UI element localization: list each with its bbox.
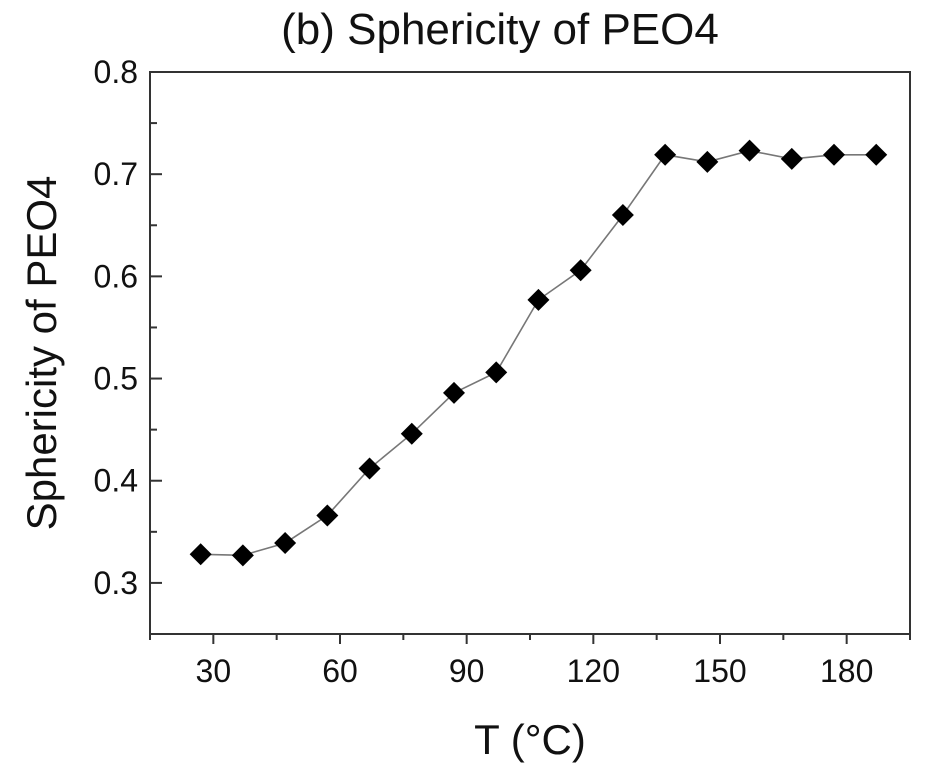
data-point — [823, 143, 845, 166]
data-point — [443, 381, 465, 404]
data-point — [611, 204, 634, 227]
y-axis: 0.3 0.4 0.5 0.6 0.7 0.8 — [94, 54, 162, 635]
data-point — [654, 143, 677, 166]
x-tick-label: 30 — [196, 653, 232, 689]
data-point — [569, 259, 592, 282]
data-point — [316, 504, 339, 527]
data-point — [485, 361, 508, 384]
data-point — [738, 139, 761, 162]
x-tick-label: 180 — [820, 653, 873, 689]
y-tick-label: 0.3 — [94, 565, 138, 601]
x-tick-label: 60 — [322, 653, 358, 689]
y-tick-label: 0.4 — [94, 463, 138, 499]
data-point — [780, 147, 803, 170]
y-tick-label: 0.6 — [94, 258, 138, 294]
data-point — [358, 457, 381, 480]
data-point — [189, 543, 212, 566]
x-axis: 30 60 90 120 150 180 — [149, 634, 911, 689]
x-tick-label: 90 — [449, 653, 485, 689]
data-point — [696, 150, 719, 173]
y-tick-label: 0.8 — [94, 54, 138, 90]
y-tick-label: 0.5 — [94, 361, 138, 397]
x-axis-label: T (°C) — [474, 716, 586, 763]
y-tick-label: 0.7 — [94, 156, 138, 192]
data-point — [400, 422, 423, 445]
series-line — [200, 149, 877, 557]
data-point — [865, 143, 888, 166]
x-tick-label: 120 — [567, 653, 620, 689]
data-point — [274, 532, 297, 555]
data-points — [189, 139, 888, 567]
data-point — [527, 288, 550, 311]
chart-title: (b) Sphericity of PEO4 — [281, 5, 719, 54]
x-tick-label: 150 — [693, 653, 746, 689]
data-point — [231, 544, 254, 567]
y-axis-label: Sphericity of PEO4 — [18, 176, 65, 531]
